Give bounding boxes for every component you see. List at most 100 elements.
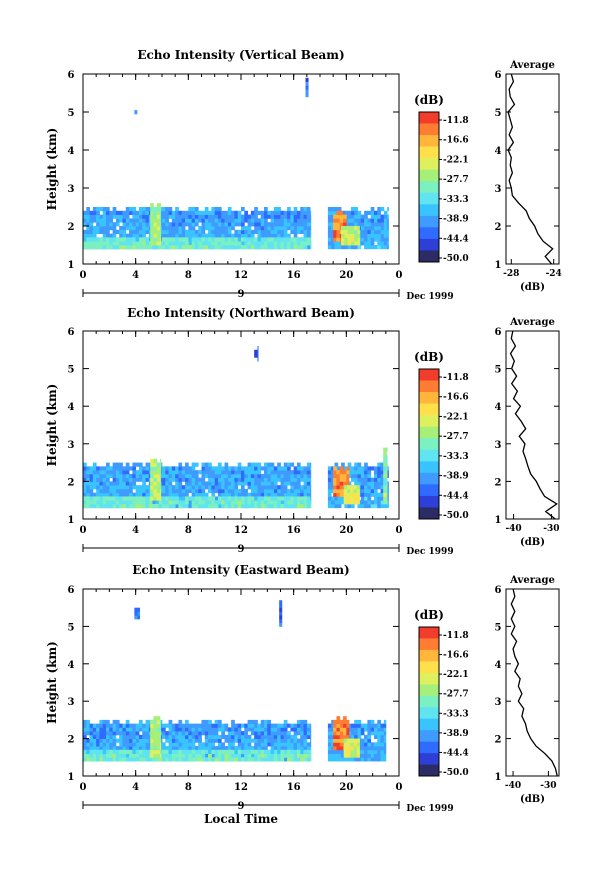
heatmap-cell [96,746,100,751]
heatmap-cell [168,210,173,215]
heatmap-cell [181,500,186,505]
heatmap-cell [208,462,212,467]
average-profile-line [510,588,558,777]
heatmap-cell [296,503,301,509]
heatmap-cell [112,503,117,509]
heatmap-cell [244,731,248,736]
heatmap-cell [204,473,209,479]
heatmap-cell [109,746,114,751]
heatmap-cell [115,473,120,479]
heatmap-cell [336,210,341,215]
heatmap-cell [194,496,199,501]
heatmap-cell [241,757,245,762]
heatmap-cell [142,214,146,219]
heatmap-cell [156,731,161,736]
heatmap-cell [303,245,308,250]
heatmap-cell [280,488,285,494]
heatmap-cell [333,723,337,728]
heatmap-cell [257,470,262,475]
heatmap-cell [387,218,389,223]
heatmap-cell [208,481,212,486]
heatmap-cell [135,757,140,762]
heatmap-cell [373,731,378,736]
heatmap-cell [109,492,114,497]
heatmap-cell [112,222,117,227]
heatmap-cell [156,485,161,490]
heatmap-cell [387,488,389,494]
heatmap-cell [380,233,385,238]
heatmap-cell [135,477,140,482]
heatmap-cell [150,218,154,223]
heatmap-cell [386,481,388,486]
heatmap-cell [357,237,360,242]
heatmap-cell [129,207,133,212]
heatmap-cell [273,727,278,732]
heatmap-cell [211,226,216,231]
heatmap-cell [125,481,130,486]
heatmap-cell [153,226,158,231]
heatmap-cell [211,503,216,509]
heatmap-cell [112,473,117,479]
heatmap-cell [241,477,245,482]
heatmap-cell [273,742,278,747]
heatmap-cell [306,727,311,732]
heatmap-cell [142,727,146,732]
heatmap-cell [119,245,123,250]
heatmap-cell [244,496,248,501]
heatmap-cell [99,241,104,246]
heatmap-cell [214,210,219,215]
heatmap-cell [153,746,158,751]
heatmap-cell [185,477,189,482]
heatmap-cell [346,466,350,471]
heatmap-cell [273,245,278,250]
x-tick-label: 8 [185,782,192,793]
heatmap-cell [270,226,275,231]
heatmap-cell [343,734,347,739]
heatmap-cell [227,503,232,509]
heatmap-cell [336,473,341,479]
heatmap-cell [102,719,107,725]
heatmap-cell [119,229,123,234]
heatmap-cell [306,473,311,479]
average-y-tick-label: 4 [495,402,502,413]
heatmap-cell [303,746,308,751]
heatmap-cell [153,462,158,467]
heatmap-cell [334,496,339,501]
heatmap-cell [221,727,225,732]
heatmap-cell [125,470,130,475]
heatmap-cell [165,757,169,762]
heatmap-cell [160,753,162,758]
heatmap-cell [270,214,275,219]
heatmap-cell [181,749,186,754]
heatmap-cell [168,719,173,725]
heatmap-cell [380,731,385,736]
heatmap-cell [135,742,140,747]
y-axis-label: Height (km) [45,641,59,724]
heatmap-cell [247,473,252,479]
heatmap-cell [129,241,133,246]
heatmap-cell [300,746,304,751]
heatmap-cell [300,245,304,250]
heatmap-cell [231,488,235,494]
heatmap-cell [346,481,350,486]
heatmap-cell [290,470,295,475]
heatmap-cell [162,214,166,219]
heatmap-cell [296,466,301,471]
heatmap-cell [208,241,212,246]
heatmap-cell [373,218,378,223]
heatmap-cell [185,757,189,762]
heatmap-cell [162,731,166,736]
heatmap-cell [158,757,163,762]
heatmap-cell [260,214,265,219]
heatmap-cell [83,492,87,497]
heatmap-cell [237,233,242,238]
heatmap-cell [347,237,352,242]
heatmap-cell [99,496,104,501]
heatmap-cell [145,503,150,509]
heatmap-cell [165,207,169,212]
heatmap-cell [171,229,176,234]
heatmap-cell [244,723,248,728]
average-y-tick-label: 6 [495,585,502,596]
heatmap-cell [300,734,304,739]
heatmap-cell [208,473,212,479]
